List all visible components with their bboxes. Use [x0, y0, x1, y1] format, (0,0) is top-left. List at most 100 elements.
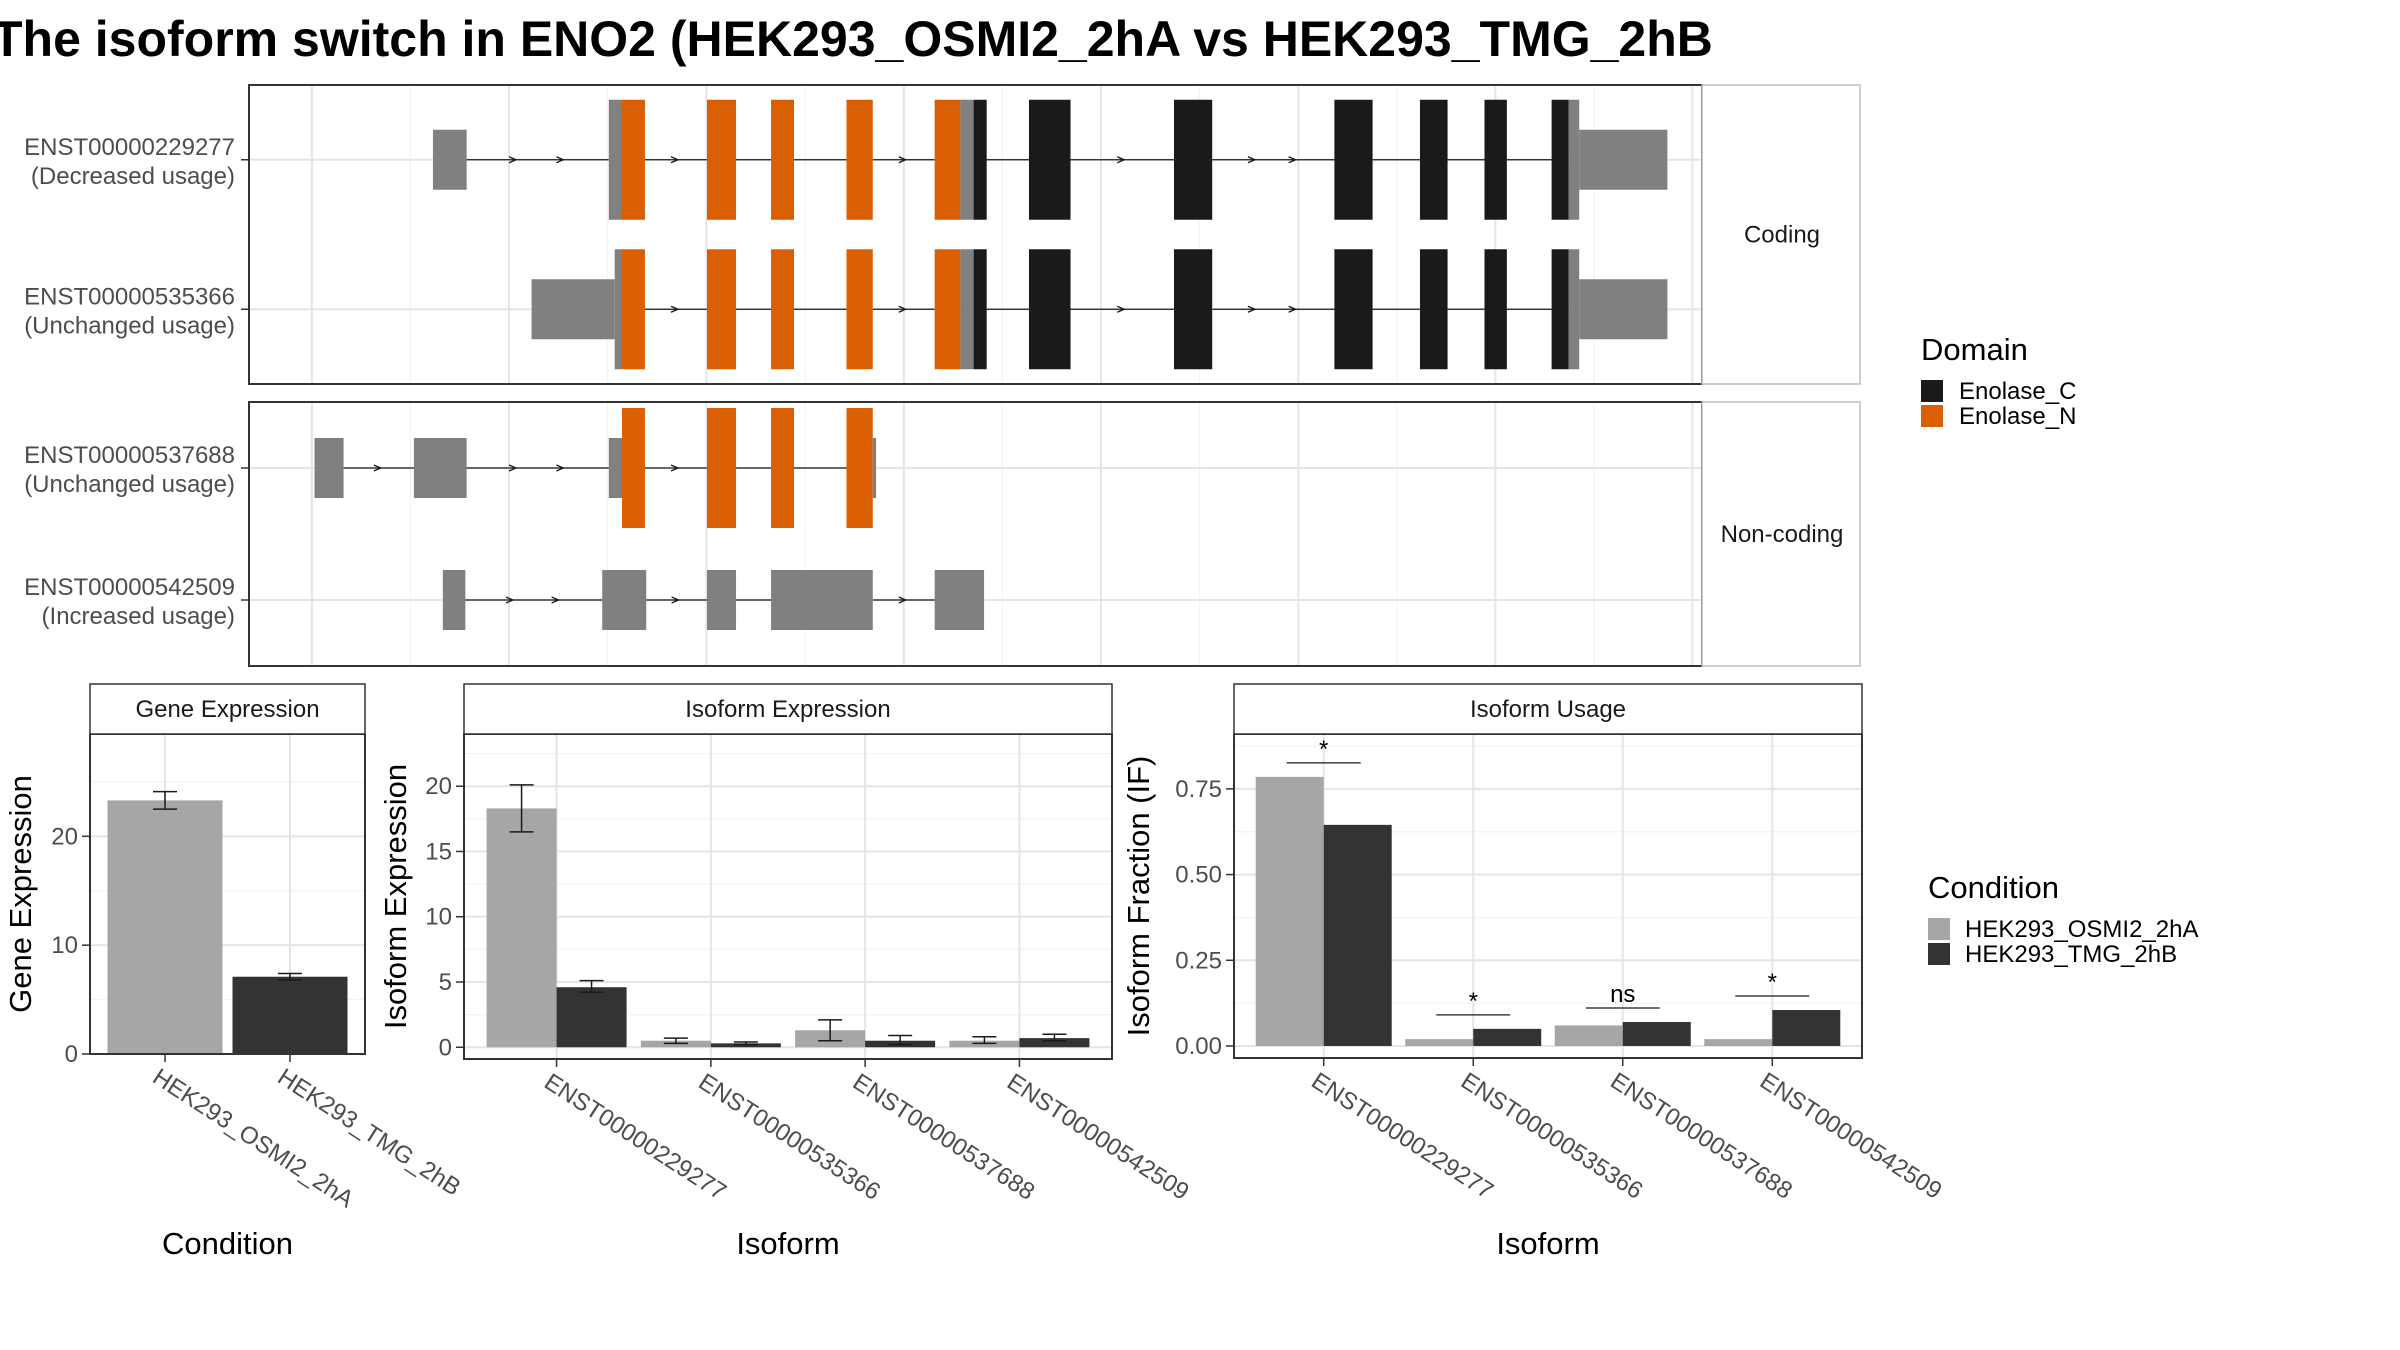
domain-block-enolase-n	[846, 249, 873, 370]
facet-strip	[1233, 683, 1863, 735]
legend-key	[1921, 380, 1943, 402]
exon-block	[872, 438, 877, 498]
exon-block	[314, 438, 344, 498]
domain-block-enolase-n	[846, 99, 873, 220]
exon-block	[608, 99, 622, 220]
intron-arrow	[670, 156, 680, 164]
exon-block	[432, 129, 467, 190]
facet-strip-label: Non-coding	[1721, 521, 1844, 548]
exon-block	[960, 249, 974, 370]
transcript-row	[249, 99, 1702, 220]
intron-arrow	[670, 305, 680, 313]
domain-block-enolase-n	[771, 249, 795, 370]
domain-block-enolase-n	[706, 249, 737, 370]
intron-arrow	[1247, 305, 1257, 313]
y-axis-title: Gene Expression	[3, 775, 38, 1013]
x-axis-title: Condition	[162, 1226, 293, 1261]
domain-block-enolase-c	[1484, 99, 1507, 220]
structure-facet-1	[248, 401, 1703, 667]
transcript-row	[249, 570, 1702, 630]
bar	[1405, 1039, 1474, 1046]
transcript-structure-plot: ENST00000229277(Decreased usage) ENST0000…	[24, 84, 1861, 667]
domain-block-enolase-n	[934, 249, 961, 370]
bar	[1255, 776, 1324, 1046]
isoform-expression-panel: 05101520ENST00000229277ENST00000535366EN…	[378, 683, 1194, 1261]
isoform-usage-label: (Decreased usage)	[31, 163, 235, 190]
legend-label: HEK293_OSMI2_2hA	[1965, 916, 2198, 943]
isoform-label: ENST00000229277	[24, 134, 235, 161]
y-tick-label: 0	[439, 1034, 452, 1061]
exon-block	[1579, 279, 1668, 340]
x-tick-label: HEK293_OSMI2_2hA	[148, 1063, 359, 1213]
y-tick-label: 10	[51, 932, 78, 959]
domain-block-enolase-n	[771, 408, 795, 528]
bar	[1019, 1038, 1090, 1048]
domain-block-enolase-c	[973, 249, 987, 370]
y-tick-label: 0.00	[1175, 1033, 1222, 1060]
exon-block	[1568, 99, 1580, 220]
intron-arrow	[551, 596, 561, 604]
intron-arrow	[1288, 305, 1298, 313]
bar	[1554, 1025, 1623, 1046]
facet-strip	[1701, 84, 1861, 385]
exon-block	[531, 279, 615, 340]
intron-arrow	[556, 464, 566, 472]
domain-block-enolase-c	[1028, 249, 1071, 370]
exon-block	[771, 570, 873, 630]
legend-label: Enolase_N	[1959, 403, 2076, 430]
y-axis-title: Isoform Expression	[378, 764, 413, 1029]
isoform-label: ENST00000542509	[24, 574, 235, 601]
legend-label: HEK293_TMG_2hB	[1965, 941, 2177, 968]
isoform-usage-label: (Unchanged usage)	[24, 312, 235, 339]
bar	[1323, 824, 1392, 1046]
intron-arrow	[373, 464, 383, 472]
exon-block	[602, 570, 647, 630]
figure-title: The isoform switch in ENO2 (HEK293_OSMI2…	[0, 11, 1713, 67]
domain-block-enolase-c	[1551, 99, 1569, 220]
domain-block-enolase-c	[1419, 249, 1448, 370]
bar	[1772, 1010, 1841, 1046]
intron-arrow	[898, 305, 908, 313]
legend-title: Condition	[1928, 870, 2059, 905]
y-tick-label: 20	[51, 823, 78, 850]
significance-label: ns	[1610, 981, 1635, 1008]
y-tick-label: 0.50	[1175, 862, 1222, 889]
exon-block	[960, 99, 974, 220]
structure-facet-0	[248, 84, 1703, 385]
bar	[1704, 1039, 1773, 1046]
domain-block-enolase-c	[973, 99, 987, 220]
intron-arrow	[508, 156, 518, 164]
facet-strip	[89, 683, 366, 735]
significance-label: *	[1469, 988, 1478, 1015]
significance-label: *	[1768, 969, 1777, 996]
facet-strip	[463, 683, 1113, 735]
domain-block-enolase-n	[621, 99, 645, 220]
transcript-row	[249, 408, 1702, 528]
domain-block-enolase-n	[621, 408, 645, 528]
bar	[1622, 1022, 1691, 1046]
domain-block-enolase-c	[1334, 99, 1373, 220]
exon-block	[614, 249, 622, 370]
isoform-usage-label: (Unchanged usage)	[24, 471, 235, 498]
bar	[232, 976, 348, 1054]
intron-arrow	[671, 596, 681, 604]
intron-arrow	[1116, 156, 1126, 164]
exon-block	[706, 570, 737, 630]
y-tick-label: 0.25	[1175, 947, 1222, 974]
facet-strip-label: Gene Expression	[135, 696, 319, 723]
bar	[556, 987, 627, 1048]
facet-strip-label: Isoform Usage	[1470, 696, 1626, 723]
intron-arrow	[1116, 305, 1126, 313]
legend-key	[1928, 918, 1950, 940]
legend-key	[1921, 405, 1943, 427]
legend-key	[1928, 943, 1950, 965]
bar	[107, 800, 223, 1054]
y-tick-label: 0.75	[1175, 776, 1222, 803]
domain-block-enolase-n	[706, 99, 737, 220]
y-tick-label: 20	[425, 773, 452, 800]
y-tick-label: 5	[439, 969, 452, 996]
domain-block-enolase-c	[1173, 99, 1213, 220]
legend-label: Enolase_C	[1959, 378, 2076, 405]
domain-block-enolase-c	[1419, 99, 1448, 220]
